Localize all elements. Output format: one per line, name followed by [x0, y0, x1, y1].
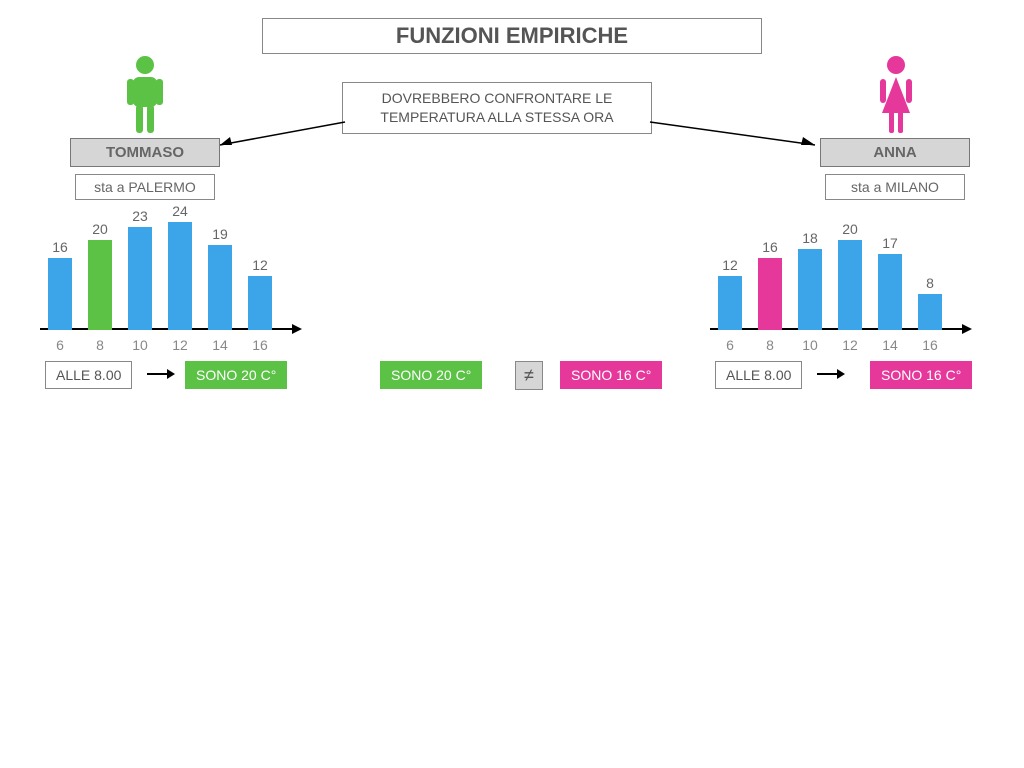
bar-x-label: 14: [205, 337, 235, 353]
bar-x-label: 8: [755, 337, 785, 353]
bar-x-label: 12: [835, 337, 865, 353]
bar-x-label: 12: [165, 337, 195, 353]
bar-x-label: 16: [915, 337, 945, 353]
location-milano: sta a MILANO: [825, 174, 965, 200]
arrow-icon: [815, 366, 845, 382]
chart-bar: [878, 254, 902, 331]
chart-bar: [248, 276, 272, 330]
bar-value-label: 12: [245, 257, 275, 273]
tag-temp-right: SONO 16 C°: [870, 361, 972, 389]
chart-bar: [48, 258, 72, 330]
chart-bar: [758, 258, 782, 330]
bar-x-label: 10: [795, 337, 825, 353]
bar-x-label: 16: [245, 337, 275, 353]
tag-time-right: ALLE 8.00: [715, 361, 802, 389]
bar-value-label: 12: [715, 257, 745, 273]
name-anna: ANNA: [820, 138, 970, 167]
location-palermo: sta a PALERMO: [75, 174, 215, 200]
bar-x-label: 6: [45, 337, 75, 353]
bar-x-label: 10: [125, 337, 155, 353]
tag-temp-left: SONO 20 C°: [185, 361, 287, 389]
tag-compare-right: SONO 16 C°: [560, 361, 662, 389]
bar-value-label: 18: [795, 230, 825, 246]
chart-bar: [208, 245, 232, 331]
male-icon: [125, 55, 165, 135]
axis-arrow-left: [292, 324, 302, 334]
chart-bar: [168, 222, 192, 330]
chart-bar: [798, 249, 822, 330]
chart-bar: [838, 240, 862, 330]
tag-time-left: ALLE 8.00: [45, 361, 132, 389]
bar-value-label: 20: [835, 221, 865, 237]
female-icon: [876, 55, 916, 135]
bar-value-label: 19: [205, 226, 235, 242]
bar-value-label: 24: [165, 203, 195, 219]
connector-right: [645, 120, 825, 150]
name-tommaso: TOMMASO: [70, 138, 220, 167]
chart-bar: [88, 240, 112, 330]
bar-value-label: 20: [85, 221, 115, 237]
chart-bar: [918, 294, 942, 330]
tag-compare-left: SONO 20 C°: [380, 361, 482, 389]
bar-x-label: 14: [875, 337, 905, 353]
subtitle-line-1: DOVREBBERO CONFRONTARE LE: [382, 90, 613, 106]
bar-x-label: 8: [85, 337, 115, 353]
chart-anna: 126168181020121714816: [700, 205, 970, 345]
not-equal-symbol: ≠: [515, 361, 543, 390]
connector-left: [210, 120, 350, 150]
chart-bar: [718, 276, 742, 330]
bar-value-label: 17: [875, 235, 905, 251]
title-box: FUNZIONI EMPIRICHE: [262, 18, 762, 54]
axis-arrow-right: [962, 324, 972, 334]
arrow-icon: [145, 366, 175, 382]
subtitle-box: DOVREBBERO CONFRONTARE LE TEMPERATURA AL…: [342, 82, 652, 134]
bar-value-label: 16: [755, 239, 785, 255]
bar-value-label: 8: [915, 275, 945, 291]
bar-value-label: 16: [45, 239, 75, 255]
subtitle-line-2: TEMPERATURA ALLA STESSA ORA: [380, 109, 613, 125]
chart-bar: [128, 227, 152, 331]
bar-value-label: 23: [125, 208, 155, 224]
bar-x-label: 6: [715, 337, 745, 353]
chart-tommaso: 1662082310241219141216: [30, 205, 300, 345]
